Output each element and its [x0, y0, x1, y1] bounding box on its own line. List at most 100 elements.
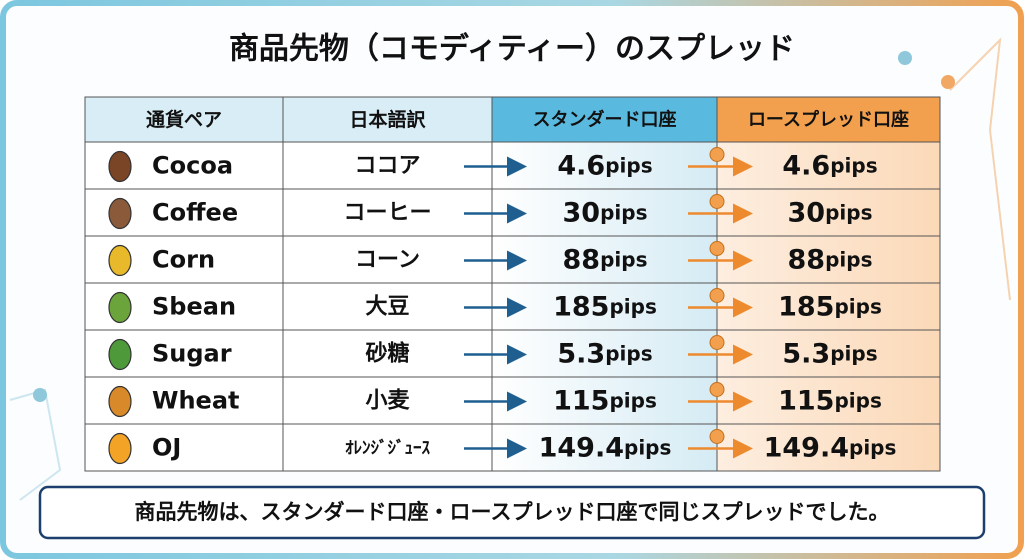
header-text: 通貨ペア	[146, 108, 222, 131]
spread-value: 149.4	[764, 432, 849, 463]
cell	[716, 282, 941, 331]
spread: 30pips	[563, 197, 648, 228]
header-text: スタンダード口座	[533, 109, 677, 131]
title: 商品先物（コモディティー）のスプレッド	[229, 32, 795, 67]
spread-value: 30	[563, 197, 601, 228]
spread: 30pips	[788, 197, 873, 228]
decor	[33, 388, 47, 402]
icon	[108, 291, 132, 324]
coin	[709, 194, 725, 209]
header-cell	[491, 96, 718, 143]
japanese: コーン	[355, 248, 420, 273]
spread-unit: pips	[834, 388, 881, 412]
spread-value: 88	[788, 244, 826, 275]
cell	[491, 235, 718, 284]
cell	[491, 376, 718, 425]
japanese: 大豆	[365, 295, 409, 320]
commodity: Wheat	[152, 387, 240, 415]
spread: 149.4pips	[764, 432, 897, 463]
cell	[716, 376, 941, 425]
spread: 115pips	[778, 385, 882, 416]
decor	[949, 37, 1011, 301]
spread-value: 115	[553, 385, 609, 416]
spread-unit: pips	[825, 200, 872, 224]
decor	[898, 51, 912, 65]
japanese: ココア	[354, 154, 420, 179]
cell	[716, 188, 941, 237]
footer-box	[38, 485, 986, 540]
spread-unit: pips	[834, 294, 881, 318]
japanese: 小麦	[365, 388, 410, 414]
coin	[709, 241, 725, 256]
header-cell	[716, 96, 941, 143]
cell	[716, 141, 941, 190]
coin	[709, 382, 725, 397]
cell	[716, 423, 941, 472]
commodity: Coffee	[152, 199, 238, 227]
spread-value: 149.4	[539, 432, 624, 463]
spread: 115pips	[553, 385, 657, 416]
spread-value: 115	[778, 385, 834, 416]
spread-unit: pips	[600, 200, 647, 224]
spread: 88pips	[563, 244, 648, 275]
header-text: ロースプレッド口座	[748, 109, 909, 131]
spread-value: 4.6	[557, 150, 605, 181]
cell	[282, 329, 493, 378]
commodity: Sugar	[152, 340, 232, 368]
cell	[716, 329, 941, 378]
spread: 4.6pips	[557, 150, 652, 181]
footer-text: 商品先物は、スタンダード口座・ロースプレッド口座で同じスプレッドでした。	[135, 500, 890, 524]
spread-unit: pips	[830, 153, 877, 177]
spread-unit: pips	[825, 247, 872, 271]
cell	[491, 423, 718, 472]
spread: 185pips	[553, 291, 657, 322]
coin	[709, 147, 725, 162]
icon	[108, 385, 132, 418]
cell	[491, 282, 718, 331]
japanese: ｵﾚﾝｼﾞｼﾞｭｰｽ	[345, 438, 430, 459]
spread-value: 5.3	[557, 338, 605, 369]
spread-value: 30	[788, 197, 826, 228]
spread-unit: pips	[830, 341, 877, 365]
cell	[491, 188, 718, 237]
japanese: 砂糖	[365, 341, 409, 367]
spread-unit: pips	[624, 435, 671, 459]
icon	[108, 338, 132, 371]
spread-value: 185	[778, 291, 834, 322]
spread: 185pips	[778, 291, 882, 322]
spread-unit: pips	[600, 247, 647, 271]
icon	[108, 432, 132, 465]
coin	[709, 335, 725, 350]
commodity: Cocoa	[152, 152, 233, 180]
header-cell	[84, 96, 284, 143]
spread-unit: pips	[605, 341, 652, 365]
cell	[716, 235, 941, 284]
decor	[9, 388, 62, 501]
cell	[282, 282, 493, 331]
icon	[108, 197, 132, 230]
commodity: Corn	[152, 246, 215, 274]
cell	[282, 141, 493, 190]
spread-value: 4.6	[782, 150, 830, 181]
spread-unit: pips	[609, 294, 656, 318]
coin	[709, 429, 725, 444]
cell	[282, 235, 493, 284]
icon	[108, 150, 132, 183]
header-text: 日本語訳	[349, 108, 426, 131]
commodity: Sbean	[152, 293, 236, 321]
spread: 149.4pips	[539, 432, 672, 463]
icon	[108, 244, 132, 277]
spread: 5.3pips	[782, 338, 877, 369]
commodity: OJ	[152, 434, 181, 462]
cell	[491, 141, 718, 190]
decor	[941, 75, 955, 89]
spread-value: 5.3	[782, 338, 830, 369]
japanese: コーヒー	[343, 201, 431, 226]
spread: 4.6pips	[782, 150, 877, 181]
coin	[709, 288, 725, 303]
spread: 5.3pips	[557, 338, 652, 369]
spread-unit: pips	[849, 435, 896, 459]
spread-value: 88	[563, 244, 601, 275]
